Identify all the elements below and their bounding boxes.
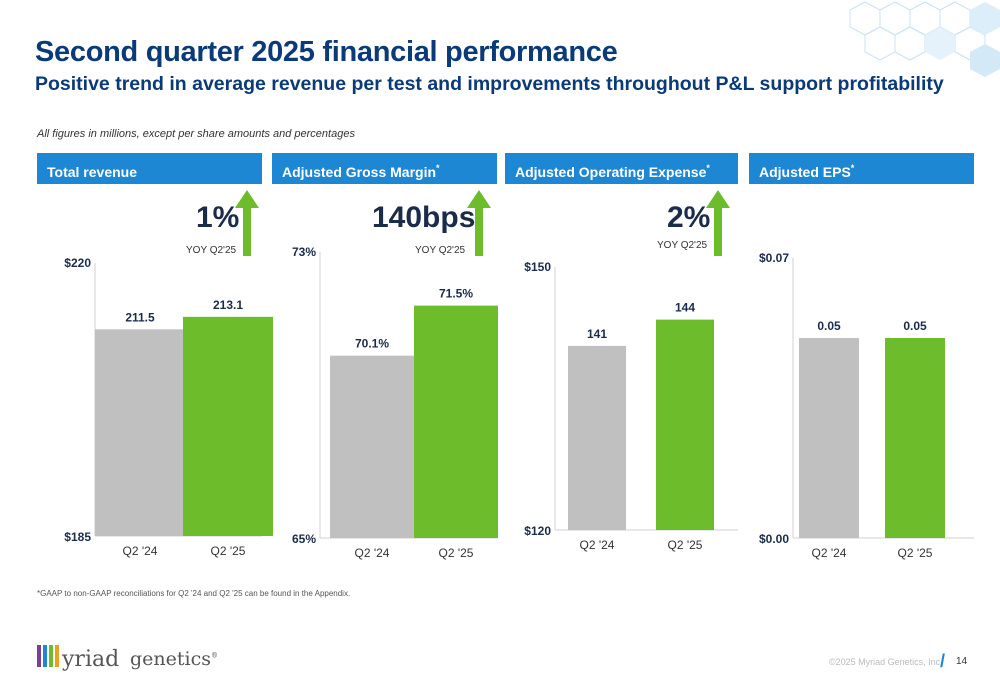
panel-header-gross-margin: Adjusted Gross Margin* bbox=[272, 153, 497, 184]
y-tick-label: $150 bbox=[524, 260, 551, 274]
bar-current-year bbox=[183, 316, 273, 536]
x-tick-label: Q2 '24 bbox=[355, 546, 390, 560]
up-arrow-icon bbox=[706, 190, 730, 256]
hexagon-pattern bbox=[849, 1, 1000, 77]
registered-mark: ® bbox=[211, 651, 218, 660]
bar-current-year bbox=[414, 305, 498, 538]
up-arrow-icon bbox=[467, 190, 491, 256]
data-label: 141 bbox=[587, 327, 607, 341]
bar-prior-year bbox=[799, 338, 859, 538]
panel-header-total-revenue: Total revenue bbox=[37, 153, 262, 184]
data-label: 70.1% bbox=[355, 337, 389, 351]
total-revenue-chart: $185 $220 211.5 Q2 '24 213.1 Q2 '25 bbox=[64, 256, 273, 558]
y-tick-label: 65% bbox=[292, 532, 316, 546]
data-label: 211.5 bbox=[125, 310, 155, 324]
panel-header-operating-expense: Adjusted Operating Expense* bbox=[505, 153, 738, 184]
bar-current-year bbox=[656, 319, 714, 530]
x-tick-label: Q2 '24 bbox=[580, 538, 615, 552]
x-tick-label: Q2 '25 bbox=[668, 538, 703, 552]
data-label: 213.1 bbox=[213, 298, 243, 312]
data-label: 144 bbox=[675, 301, 695, 315]
data-label: 71.5% bbox=[439, 287, 473, 301]
kpi-opex-growth: 2% bbox=[667, 201, 711, 234]
myriad-logo: yriad bbox=[37, 645, 119, 671]
x-tick-label: Q2 '24 bbox=[812, 546, 847, 560]
kpi-margin-growth: 140bps bbox=[372, 201, 476, 234]
kpi-revenue-sub: YOY Q2'25 bbox=[186, 245, 237, 256]
y-tick-label: $220 bbox=[64, 256, 91, 270]
panel-header-label: Total revenue bbox=[47, 164, 137, 180]
bar-current-year bbox=[885, 338, 945, 538]
slash-divider: / bbox=[940, 651, 946, 671]
x-tick-label: Q2 '25 bbox=[898, 546, 933, 560]
gaap-footnote: *GAAP to non-GAAP reconciliations for Q2… bbox=[37, 589, 351, 598]
bar-prior-year bbox=[568, 345, 626, 530]
asterisk: * bbox=[436, 163, 440, 173]
x-tick-label: Q2 '25 bbox=[211, 544, 246, 558]
gross-margin-chart: 65% 73% 70.1% Q2 '24 71.5% Q2 '25 bbox=[292, 245, 498, 560]
copyright: ©2025 Myriad Genetics, Inc. bbox=[829, 657, 943, 667]
y-tick-label: 73% bbox=[292, 245, 316, 259]
page-number: 14 bbox=[956, 656, 968, 667]
operating-expense-chart: $120 $150 141 Q2 '24 144 Q2 '25 bbox=[524, 260, 738, 552]
panel-header-label: Adjusted EPS bbox=[759, 164, 851, 180]
x-tick-label: Q2 '24 bbox=[123, 544, 158, 558]
logo-wordmark: genetics® bbox=[130, 648, 218, 670]
kpi-revenue-growth: 1% bbox=[196, 201, 240, 234]
panel-header-label: Adjusted Gross Margin bbox=[282, 164, 437, 180]
slide-subtitle: Positive trend in average revenue per te… bbox=[35, 73, 944, 95]
bar-prior-year bbox=[95, 329, 185, 536]
up-arrow-icon bbox=[235, 190, 259, 256]
panel-header-label: Adjusted Operating Expense bbox=[515, 164, 707, 180]
asterisk: * bbox=[706, 163, 710, 173]
kpi-opex-sub: YOY Q2'25 bbox=[657, 240, 708, 251]
y-tick-label: $185 bbox=[64, 530, 91, 544]
y-tick-label: $0.00 bbox=[759, 532, 789, 546]
data-label: 0.05 bbox=[903, 319, 927, 333]
x-tick-label: Q2 '25 bbox=[439, 546, 474, 560]
slide-title: Second quarter 2025 financial performanc… bbox=[35, 36, 618, 68]
bar-prior-year bbox=[330, 355, 414, 538]
y-tick-label: $120 bbox=[524, 524, 551, 538]
panel-header-eps: Adjusted EPS* bbox=[749, 153, 974, 184]
asterisk: * bbox=[850, 163, 855, 173]
svg-text:yriad: yriad bbox=[61, 647, 119, 671]
kpi-margin-sub: YOY Q2'25 bbox=[415, 245, 466, 256]
y-tick-label: $0.07 bbox=[759, 251, 789, 265]
eps-chart: $0.00 $0.07 0.05 Q2 '24 0.05 Q2 '25 bbox=[759, 251, 974, 560]
data-label: 0.05 bbox=[817, 319, 841, 333]
figures-note: All figures in millions, except per shar… bbox=[37, 128, 355, 140]
